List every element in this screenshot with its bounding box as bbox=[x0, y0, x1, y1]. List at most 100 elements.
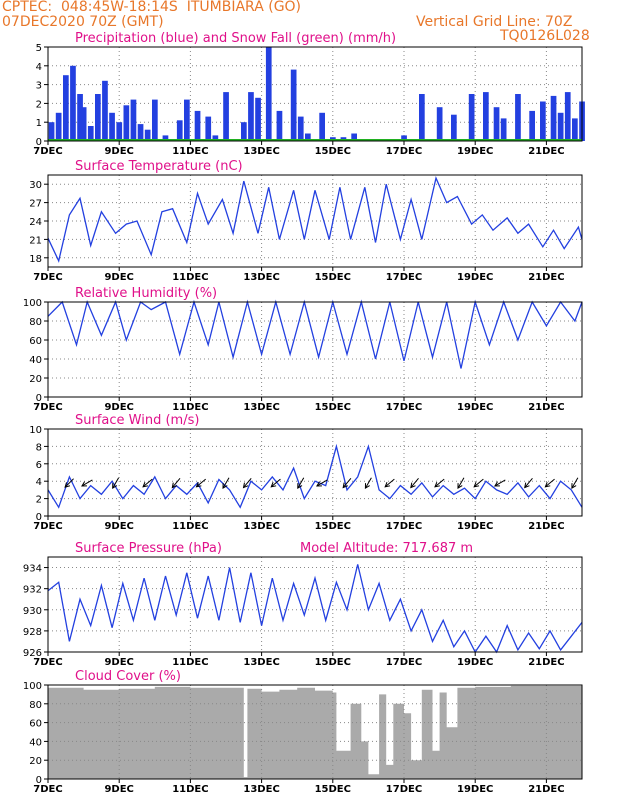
wind-arrow-head bbox=[64, 482, 71, 488]
wind-title: Surface Wind (m/s) bbox=[75, 413, 199, 428]
pres-annotation: Model Altitude: 717.687 m bbox=[300, 541, 473, 556]
cloud-frame bbox=[47, 684, 583, 780]
wind-arrow-head bbox=[195, 481, 202, 488]
wind-ytick-label: 10 bbox=[29, 425, 42, 436]
wind-xtick-label: 19DEC bbox=[457, 521, 493, 532]
precip-bar bbox=[116, 122, 123, 141]
rh-xtick-label: 15DEC bbox=[315, 402, 351, 413]
rh-xtick-label: 13DEC bbox=[243, 402, 279, 413]
temp-xtick-label: 13DEC bbox=[243, 272, 279, 283]
temp-ytick-label: 18 bbox=[29, 254, 42, 265]
precip-bar bbox=[137, 124, 144, 141]
cloud-xtick-label: 9DEC bbox=[104, 784, 133, 795]
precip-bar bbox=[436, 107, 443, 141]
temp-ytick-label: 30 bbox=[29, 180, 42, 191]
precip-bar bbox=[102, 80, 108, 141]
pres-ytick-label: 932 bbox=[23, 585, 42, 596]
precip-ytick-label: 0 bbox=[36, 137, 42, 148]
wind-arrow bbox=[81, 479, 93, 487]
wind-arrow bbox=[524, 478, 533, 488]
precip-ytick-label: 2 bbox=[36, 99, 42, 110]
temp-frame bbox=[47, 174, 583, 268]
precip-title: Precipitation (blue) and Snow Fall (gree… bbox=[75, 31, 396, 46]
wind-arrow bbox=[112, 477, 120, 489]
precip-bar bbox=[515, 94, 521, 141]
precip-bar bbox=[500, 118, 507, 141]
wind-arrow-head bbox=[297, 483, 303, 490]
precip-bar bbox=[152, 99, 158, 141]
wind-arrow-head bbox=[222, 483, 228, 490]
rh-xtick-label: 19DEC bbox=[457, 402, 493, 413]
cloud-title: Cloud Cover (%) bbox=[75, 669, 181, 684]
wind-arrow-head bbox=[384, 481, 391, 488]
wind-series-line bbox=[47, 443, 583, 509]
rh-frame bbox=[47, 301, 583, 398]
precip-bar bbox=[540, 101, 546, 141]
pres-series-line bbox=[47, 564, 583, 654]
cloud-xtick-label: 17DEC bbox=[386, 784, 422, 795]
precip-bar bbox=[557, 112, 564, 141]
temp-title: Surface Temperature (nC) bbox=[75, 159, 243, 174]
wind-xtick-label: 17DEC bbox=[386, 521, 422, 532]
pres-ytick-label: 934 bbox=[23, 564, 42, 575]
rh-ytick-label: 40 bbox=[29, 355, 42, 366]
precip-xtick-label: 11DEC bbox=[172, 146, 208, 157]
precip-bar bbox=[194, 110, 201, 141]
wind-arrow-head bbox=[142, 481, 149, 488]
wind-arrow bbox=[64, 478, 74, 488]
wind-arrow bbox=[494, 479, 506, 487]
grid-note: Vertical Grid Line: 70Z bbox=[416, 14, 573, 30]
wind-arrow-head bbox=[270, 481, 277, 488]
precip-bar bbox=[176, 120, 183, 141]
precip-bar bbox=[123, 105, 130, 141]
precip-ytick-label: 3 bbox=[36, 81, 42, 92]
precip-bar bbox=[572, 118, 578, 141]
pres-title: Surface Pressure (hPa) bbox=[75, 541, 222, 556]
cloud-ytick-label: 60 bbox=[29, 719, 42, 730]
temp-xtick-label: 17DEC bbox=[386, 272, 422, 283]
wind-arrow bbox=[384, 478, 395, 488]
wind-ytick-label: 2 bbox=[36, 495, 42, 506]
cloud-xtick-label: 13DEC bbox=[243, 784, 279, 795]
wind-arrow-head bbox=[494, 481, 500, 487]
station-title: CPTEC: 048:45W-18:14S ITUMBIARA (GO) bbox=[2, 0, 302, 15]
precip-bar bbox=[351, 133, 357, 141]
temp-xtick-label: 15DEC bbox=[315, 272, 351, 283]
precip-bar bbox=[77, 94, 83, 141]
precip-xtick-label: 15DEC bbox=[315, 146, 351, 157]
cloud-ytick-label: 40 bbox=[29, 737, 42, 748]
wind-arrow bbox=[196, 478, 206, 488]
wind-arrow-head bbox=[342, 482, 349, 489]
wind-arrow bbox=[434, 478, 445, 488]
pres-xtick-label: 15DEC bbox=[315, 657, 351, 668]
precip-bar bbox=[493, 107, 500, 141]
rh-ytick-label: 100 bbox=[23, 298, 42, 309]
wind-arrow-head bbox=[316, 481, 322, 487]
precip-bar bbox=[451, 114, 457, 141]
precip-bar bbox=[48, 122, 55, 141]
wind-arrow-head bbox=[434, 481, 441, 488]
precip-bar bbox=[248, 92, 254, 141]
precip-bar bbox=[87, 126, 94, 141]
precip-xtick-label: 7DEC bbox=[33, 146, 62, 157]
rh-ytick-label: 0 bbox=[36, 393, 42, 404]
wind-arrow bbox=[297, 477, 305, 489]
pres-xtick-label: 19DEC bbox=[457, 657, 493, 668]
wind-ytick-label: 4 bbox=[36, 477, 42, 488]
wind-arrow bbox=[545, 478, 555, 488]
model-id: TQ0126L028 bbox=[500, 28, 590, 44]
wind-xtick-label: 9DEC bbox=[104, 521, 133, 532]
pres-ytick-label: 926 bbox=[23, 648, 42, 659]
wind-arrow-head bbox=[171, 482, 178, 489]
wind-arrow-head bbox=[457, 483, 463, 490]
rh-ytick-label: 60 bbox=[29, 336, 42, 347]
pres-xtick-label: 21DEC bbox=[528, 657, 564, 668]
wind-arrow bbox=[342, 478, 352, 488]
precip-bar bbox=[241, 122, 247, 141]
precip-xtick-label: 21DEC bbox=[528, 146, 564, 157]
temp-ytick-label: 21 bbox=[29, 235, 42, 246]
precip-bar bbox=[95, 94, 101, 141]
wind-arrow bbox=[270, 478, 281, 488]
precip-bar bbox=[212, 135, 219, 141]
